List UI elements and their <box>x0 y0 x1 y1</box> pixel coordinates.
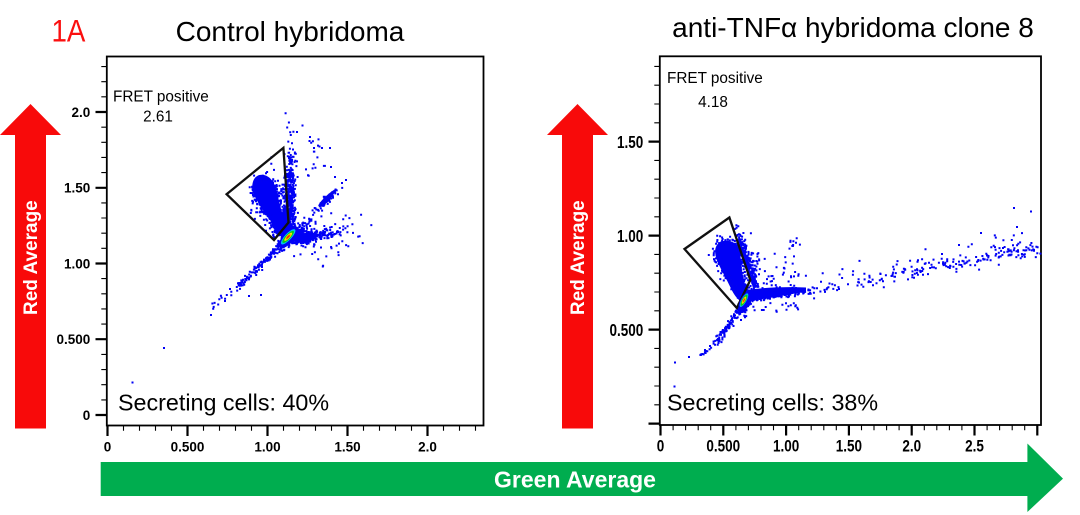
svg-text:FRET positive: FRET positive <box>667 70 763 87</box>
svg-text:0.500: 0.500 <box>171 440 205 455</box>
svg-text:2.0: 2.0 <box>902 437 921 456</box>
svg-text:Red Average: Red Average <box>21 200 42 315</box>
svg-text:1.50: 1.50 <box>64 181 90 196</box>
svg-text:1.50: 1.50 <box>836 437 862 456</box>
svg-text:0.500: 0.500 <box>706 437 740 456</box>
svg-text:Red Average: Red Average <box>568 200 589 315</box>
svg-text:FRET positive: FRET positive <box>113 89 209 106</box>
svg-text:Secreting cells: 38%: Secreting cells: 38% <box>667 390 878 416</box>
svg-text:0.500: 0.500 <box>610 321 644 340</box>
svg-text:anti-TNFα hybridoma clone 8: anti-TNFα hybridoma clone 8 <box>672 12 1034 43</box>
svg-text:1A: 1A <box>52 14 86 49</box>
svg-text:1.00: 1.00 <box>64 256 90 271</box>
svg-text:Control hybridoma: Control hybridoma <box>176 16 405 47</box>
svg-text:2.0: 2.0 <box>72 105 91 120</box>
svg-text:2.5: 2.5 <box>965 437 984 456</box>
svg-text:4.18: 4.18 <box>698 94 728 111</box>
svg-text:Secreting cells: 40%: Secreting cells: 40% <box>118 390 329 416</box>
svg-text:2.0: 2.0 <box>418 440 437 455</box>
svg-text:0: 0 <box>657 437 665 456</box>
svg-text:1.50: 1.50 <box>617 133 644 152</box>
svg-text:0: 0 <box>83 408 91 423</box>
svg-text:0.500: 0.500 <box>57 332 91 347</box>
svg-text:1.00: 1.00 <box>254 440 280 455</box>
svg-text:1.50: 1.50 <box>334 440 360 455</box>
svg-text:Green Average: Green Average <box>494 467 656 493</box>
svg-text:2.61: 2.61 <box>143 109 173 126</box>
svg-text:0: 0 <box>104 440 112 455</box>
svg-text:1.00: 1.00 <box>773 437 799 456</box>
svg-text:1.00: 1.00 <box>617 227 644 246</box>
